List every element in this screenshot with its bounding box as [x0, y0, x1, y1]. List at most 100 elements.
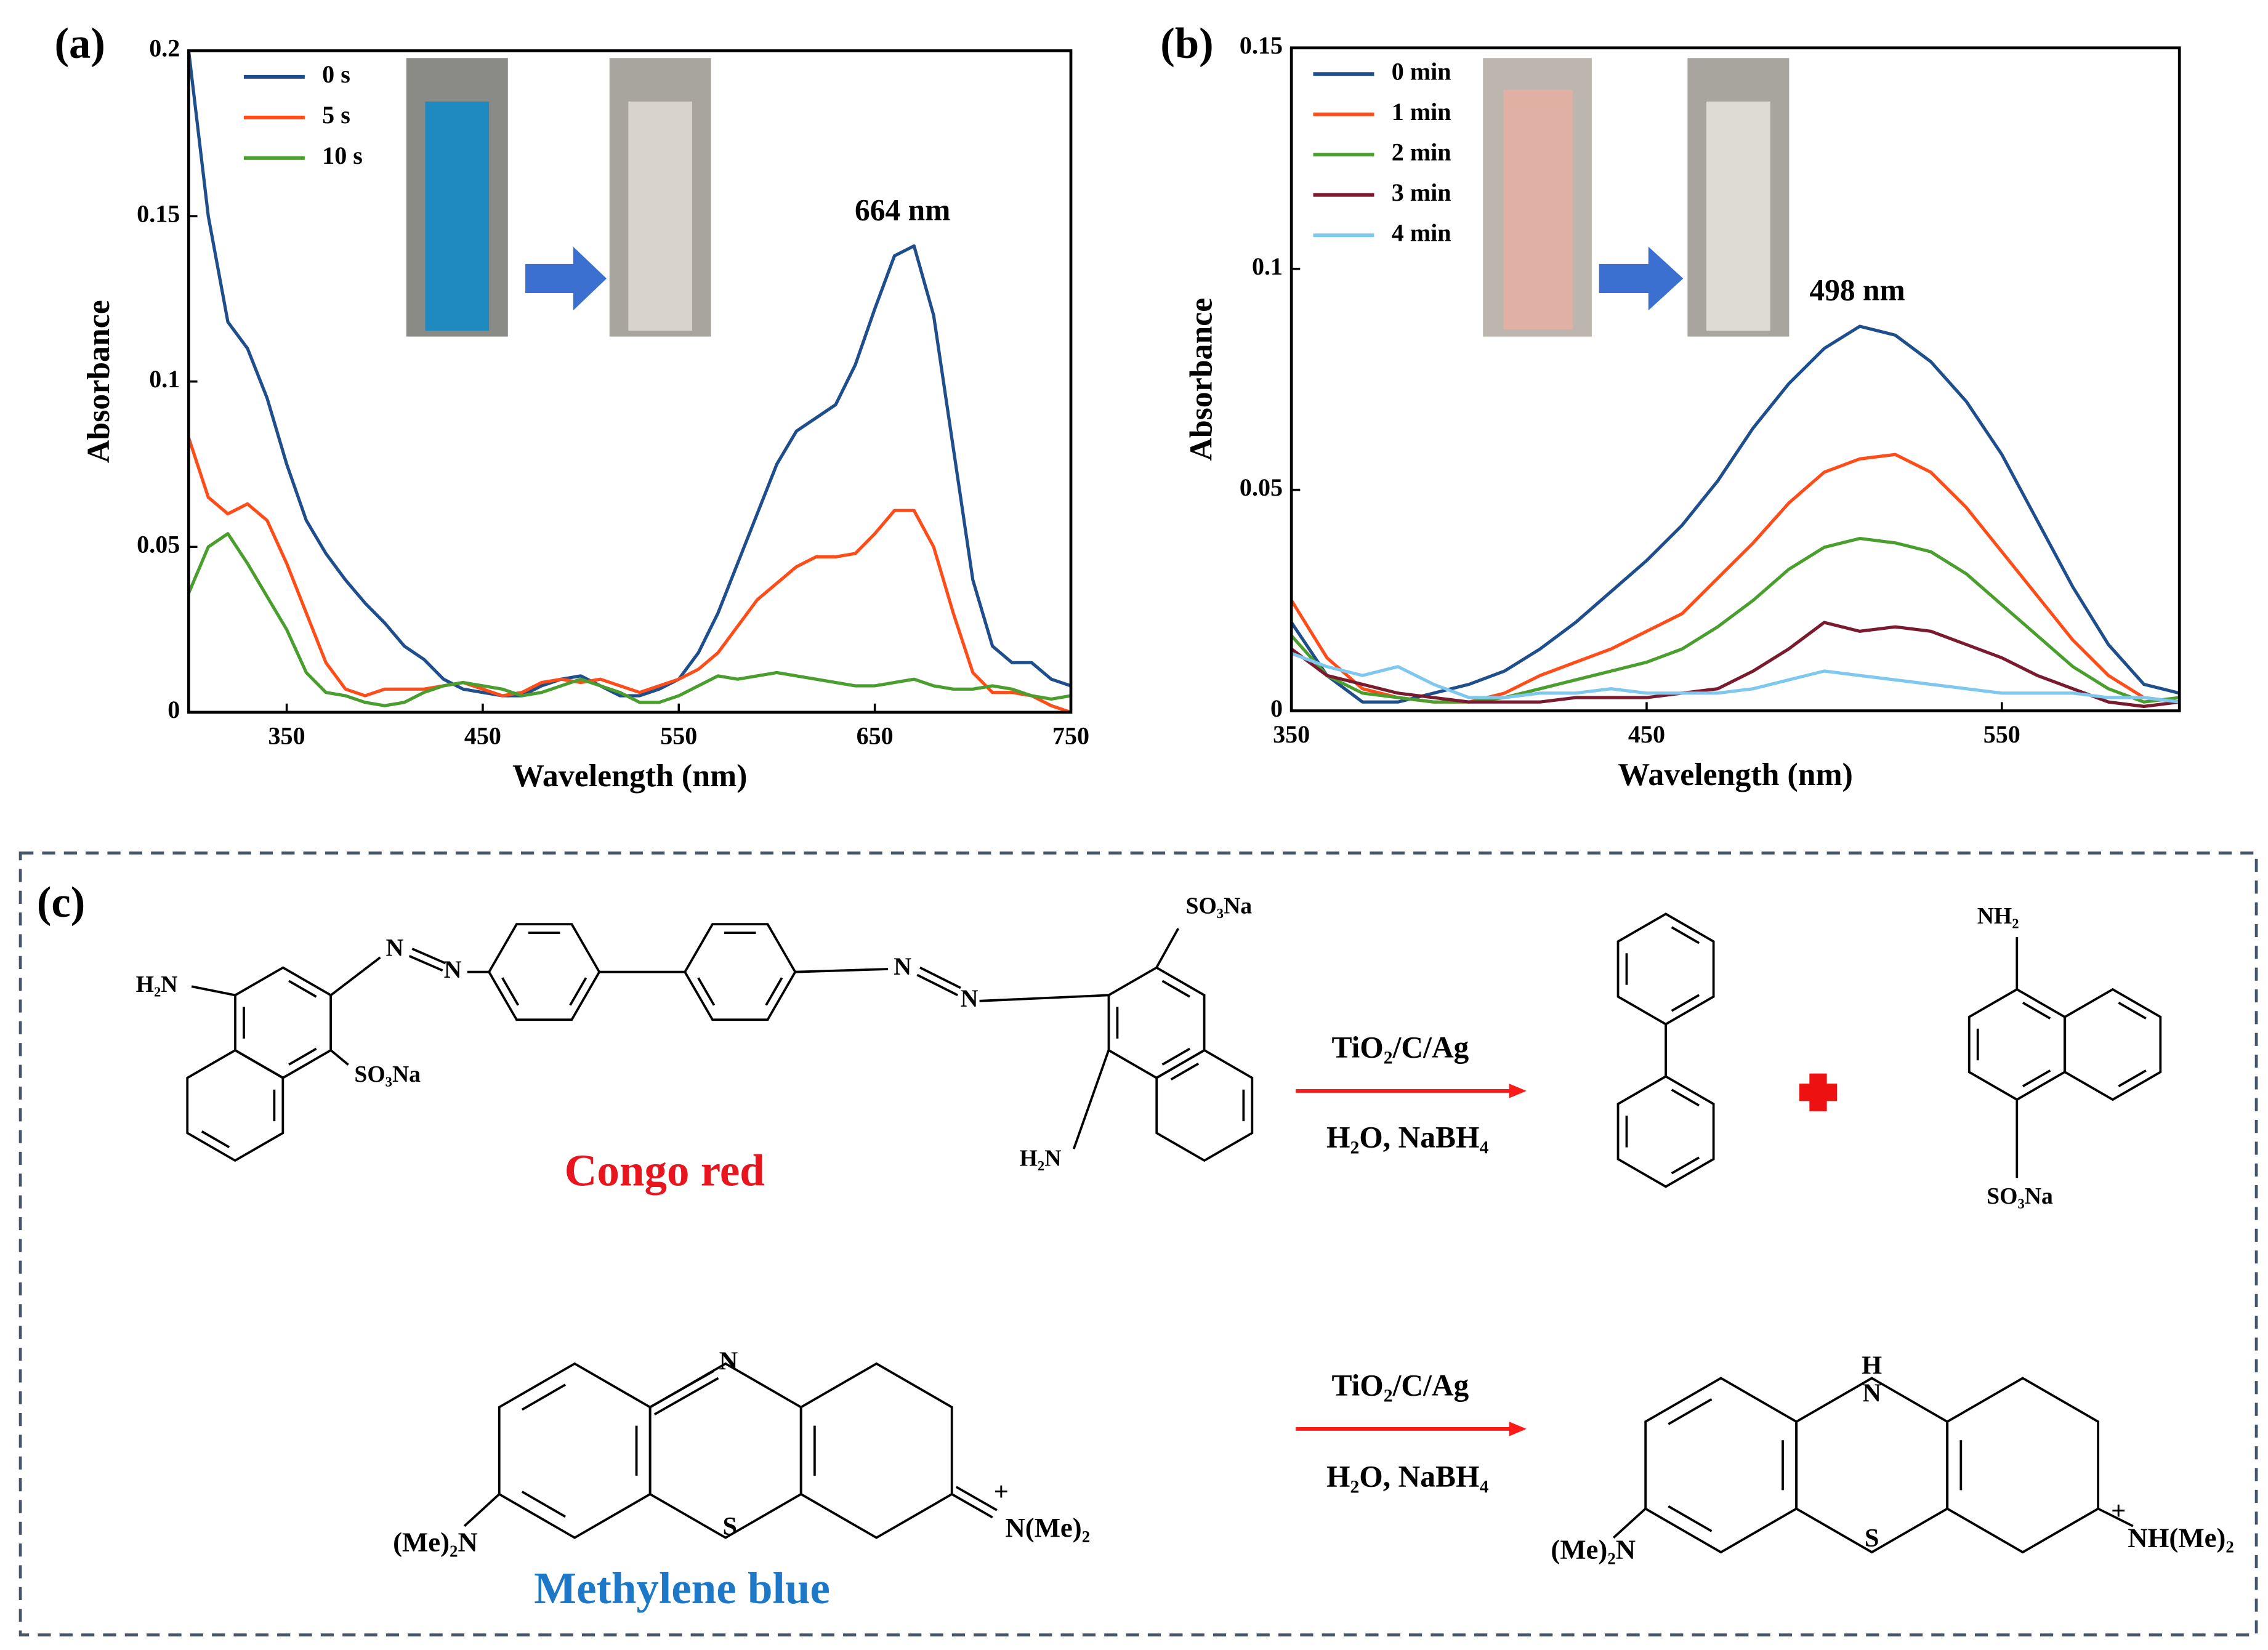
diagram-label: N	[386, 934, 404, 962]
panel-frame	[18, 851, 2258, 1636]
legend-label: 5 s	[322, 101, 350, 129]
bond	[2097, 1507, 2134, 1527]
double-bond	[288, 1047, 317, 1066]
diagram-label: SO₃Na	[1987, 1183, 2053, 1209]
double-bond	[201, 1130, 230, 1149]
y-tick-label: 0	[167, 696, 180, 723]
diagram-label: N	[1862, 1378, 1881, 1407]
diagram-label: +	[994, 1478, 1009, 1507]
arrow-head	[1509, 1422, 1527, 1436]
diagram-label: Congo red	[565, 1145, 765, 1195]
diagram-label: (Me)₂N	[393, 1527, 478, 1558]
diagram-label: H₂O, NaBH₄	[1326, 1120, 1488, 1154]
bond	[191, 985, 236, 997]
ring	[799, 1362, 953, 1539]
double-bond	[2118, 1001, 2147, 1020]
bond	[330, 1049, 349, 1066]
diagram-label: S	[1865, 1524, 1879, 1553]
legend-label: 2 min	[1392, 138, 1451, 166]
ring	[186, 1048, 285, 1162]
legend-label: 4 min	[1392, 219, 1451, 246]
y-tick-label: 0.05	[1240, 473, 1283, 501]
panel-label: (a)	[54, 20, 105, 68]
bond	[979, 994, 1109, 1002]
y-tick-label: 0.1	[1252, 252, 1283, 280]
annotation: 664 nm	[855, 193, 950, 227]
arrow-head	[1509, 1084, 1527, 1098]
y-tick-label: 0.1	[149, 365, 180, 393]
x-tick-label: 550	[1983, 720, 2020, 748]
diagram-label: TiO₂/C/Ag	[1331, 1030, 1469, 1064]
diagram-label: H	[1862, 1351, 1882, 1380]
double-bond	[569, 977, 587, 1006]
annotation: 498 nm	[1809, 273, 1905, 307]
bond	[916, 973, 959, 997]
x-tick-label: 450	[464, 722, 501, 750]
double-bond	[1671, 994, 1700, 1012]
ring	[1946, 1377, 2100, 1554]
double-bond	[1668, 1398, 1713, 1425]
diagram-label: SO₃Na	[1186, 893, 1253, 919]
cuvette-liquid	[1503, 90, 1573, 329]
x-axis-label: Wavelength (nm)	[1618, 757, 1853, 792]
ring	[1155, 1048, 1254, 1162]
y-axis-label: Absorbance	[1184, 298, 1219, 461]
diagram-label: H₂N	[136, 972, 178, 997]
panel-label: (c)	[37, 879, 85, 927]
x-tick-label: 350	[268, 722, 305, 750]
x-tick-label: 450	[1628, 720, 1665, 748]
series-line	[188, 437, 1071, 712]
panel-label: (b)	[1160, 20, 1213, 68]
ring	[1616, 1075, 1715, 1188]
double-bond	[1161, 1047, 1191, 1066]
double-bond	[765, 977, 783, 1006]
bond	[1612, 1508, 1647, 1539]
diagram-label: NH(Me)₂	[2128, 1523, 2234, 1553]
double-bond	[2022, 1001, 2051, 1020]
series-line	[1291, 537, 2180, 704]
legend-label: 10 s	[322, 142, 363, 169]
bond	[955, 1486, 998, 1511]
series-line	[1291, 621, 2180, 708]
bond	[463, 1493, 500, 1527]
plot-frame	[1289, 46, 2181, 712]
cuvette-liquid	[1706, 101, 1770, 331]
diagram-label: TiO₂/C/Ag	[1331, 1368, 1469, 1402]
double-bond	[1170, 1062, 1200, 1081]
bond	[411, 948, 446, 965]
double-bond	[1161, 980, 1191, 998]
cuvette-liquid	[425, 101, 490, 331]
diagram-label: N	[719, 1347, 738, 1376]
y-tick-label: 0	[1270, 694, 1283, 722]
double-bond	[697, 977, 716, 1006]
bond	[1155, 928, 1180, 968]
y-tick-label: 0.15	[137, 199, 180, 227]
double-bond	[1668, 1505, 1713, 1532]
legend-label: 1 min	[1392, 98, 1451, 126]
ring	[684, 923, 797, 1021]
diagram-label: N	[894, 952, 911, 980]
y-tick-label: 0.15	[1240, 31, 1283, 59]
x-axis-label: Wavelength (nm)	[512, 759, 748, 794]
x-tick-label: 350	[1273, 720, 1310, 748]
ring	[2064, 988, 2162, 1101]
bond	[951, 1493, 993, 1519]
diagram-label: N(Me)₂	[1005, 1512, 1090, 1543]
bond	[330, 956, 381, 996]
arrow	[525, 246, 607, 311]
diagram-label: H₂N	[1020, 1146, 1062, 1172]
x-tick-label: 650	[857, 722, 894, 750]
cuvette-liquid	[628, 101, 693, 331]
bond	[1072, 1050, 1110, 1149]
diagram-label: SO₃Na	[354, 1061, 421, 1087]
double-bond	[501, 977, 520, 1006]
y-tick-label: 0.2	[149, 34, 180, 62]
series-line	[188, 532, 1071, 707]
bond	[653, 1377, 719, 1415]
legend-label: 3 min	[1392, 179, 1451, 206]
double-bond	[1671, 1156, 1700, 1175]
double-bond	[1671, 926, 1700, 944]
double-bond	[521, 1383, 567, 1411]
diagram-label: NH₂	[1977, 903, 2019, 929]
diagram-label: Methylene blue	[534, 1563, 830, 1613]
